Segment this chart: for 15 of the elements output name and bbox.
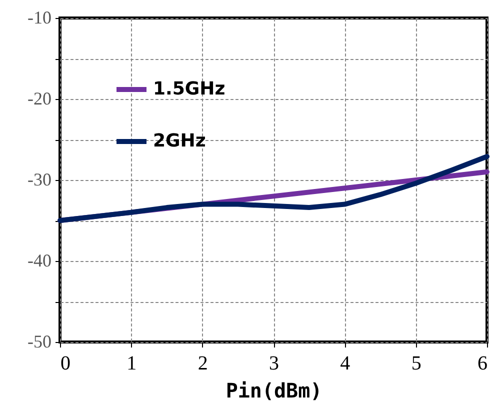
x-axis-title: Pin(dBm) [226,378,322,402]
y-tick-label: -10 [28,8,52,28]
x-tick-label: 0 [60,352,70,374]
legend-label: 2GHz [153,130,206,152]
y-tick-label: -20 [28,88,52,108]
x-tick-label: 6 [478,352,488,374]
x-tick-label: 1 [126,352,137,374]
y-tick-label: -30 [28,170,52,190]
x-tick-label: 2 [198,352,208,374]
x-tick-label: 5 [411,352,422,374]
legend-label: 1.5GHz [153,78,226,100]
y-tick-label: -40 [28,250,52,270]
y-tick-label: -50 [28,332,52,352]
x-tick-label: 3 [269,352,279,374]
x-tick-label: 4 [340,352,350,374]
